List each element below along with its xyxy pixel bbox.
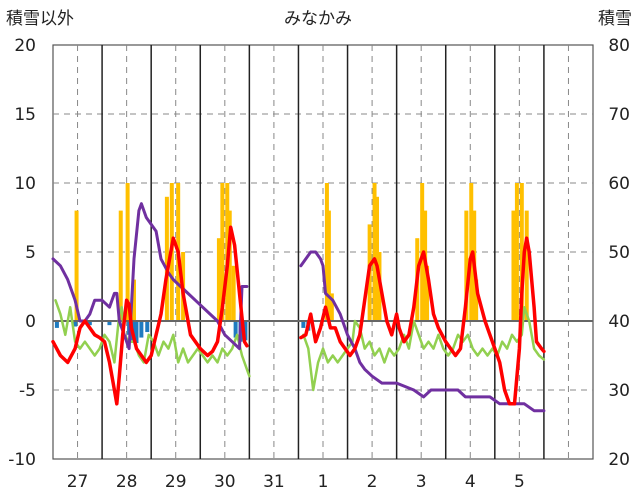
sunshine-bar — [511, 210, 516, 321]
axis-ticks: -10 -5 0 5 10 15 20 20 30 40 50 60 70 80 27 28 29 30 31 1 2 3… — [8, 36, 630, 492]
precipitation-bar — [87, 321, 92, 326]
day-label: 5 — [514, 472, 525, 492]
sunshine-bar — [220, 183, 225, 321]
sunshine-bar — [132, 279, 136, 321]
sunshine-bar — [372, 183, 377, 321]
day-label: 28 — [116, 472, 138, 492]
precipitation-bar — [243, 321, 248, 341]
day-label: 30 — [214, 472, 236, 492]
right-tick-label: 60 — [608, 174, 630, 194]
right-axis-label: 積雪 — [598, 9, 632, 29]
right-tick-label: 30 — [608, 381, 630, 401]
snow-depth-line — [51, 202, 249, 351]
day-label: 31 — [263, 472, 285, 492]
right-tick-label: 80 — [608, 36, 630, 56]
sunshine-bar — [125, 183, 130, 321]
precipitation-bar — [301, 321, 306, 328]
day-label: 1 — [318, 472, 329, 492]
precipitation-bar — [233, 321, 238, 338]
left-tick-label: 15 — [14, 105, 36, 125]
sunshine-bar — [524, 210, 529, 321]
right-tick-label: 70 — [608, 105, 630, 125]
sunshine-bar — [231, 265, 236, 321]
left-tick-label: -5 — [19, 381, 36, 401]
precipitation-bar — [73, 321, 78, 327]
day-label: 29 — [165, 472, 187, 492]
temperature-line — [51, 225, 249, 406]
dewpoint-line — [54, 299, 251, 378]
precipitation-bar — [145, 321, 150, 333]
grid-lines — [53, 45, 593, 459]
precipitation-bar — [54, 321, 59, 328]
precipitation-bar — [134, 321, 139, 344]
sunshine-bar — [514, 183, 519, 321]
precipitation-bar — [139, 321, 144, 338]
series-layer — [51, 202, 546, 413]
left-axis-label: 積雪以外 — [6, 9, 74, 29]
day-label: 4 — [465, 472, 476, 492]
sunshine-bar — [227, 210, 232, 321]
right-tick-label: 20 — [608, 450, 630, 470]
day-label: 3 — [416, 472, 427, 492]
sunshine-bar — [216, 238, 221, 321]
left-tick-label: -10 — [8, 450, 36, 470]
sunshine-bar — [326, 210, 331, 321]
right-tick-label: 50 — [608, 243, 630, 263]
right-tick-label: 40 — [608, 312, 630, 332]
sunshine-bar — [425, 265, 430, 321]
day-label: 27 — [67, 472, 89, 492]
left-tick-label: 0 — [25, 312, 36, 332]
sunshine-bar — [329, 293, 334, 321]
dewpoint-line — [302, 305, 546, 392]
left-tick-label: 20 — [14, 36, 36, 56]
precipitation-bar — [107, 321, 112, 326]
sunshine-bar — [375, 196, 379, 321]
temperature-line — [299, 236, 546, 406]
left-tick-label: 5 — [25, 243, 36, 263]
chart-title: みなかみ — [284, 9, 352, 29]
day-label: 2 — [367, 472, 378, 492]
left-tick-label: 10 — [14, 174, 36, 194]
snow-depth-line — [299, 250, 546, 413]
sunshine-bar — [164, 196, 169, 321]
sunshine-bar — [74, 210, 79, 321]
sunshine-bar — [519, 183, 524, 321]
sunshine-bar — [118, 210, 123, 321]
sunshine-bar — [474, 279, 479, 321]
sunshine-bar — [464, 210, 469, 321]
